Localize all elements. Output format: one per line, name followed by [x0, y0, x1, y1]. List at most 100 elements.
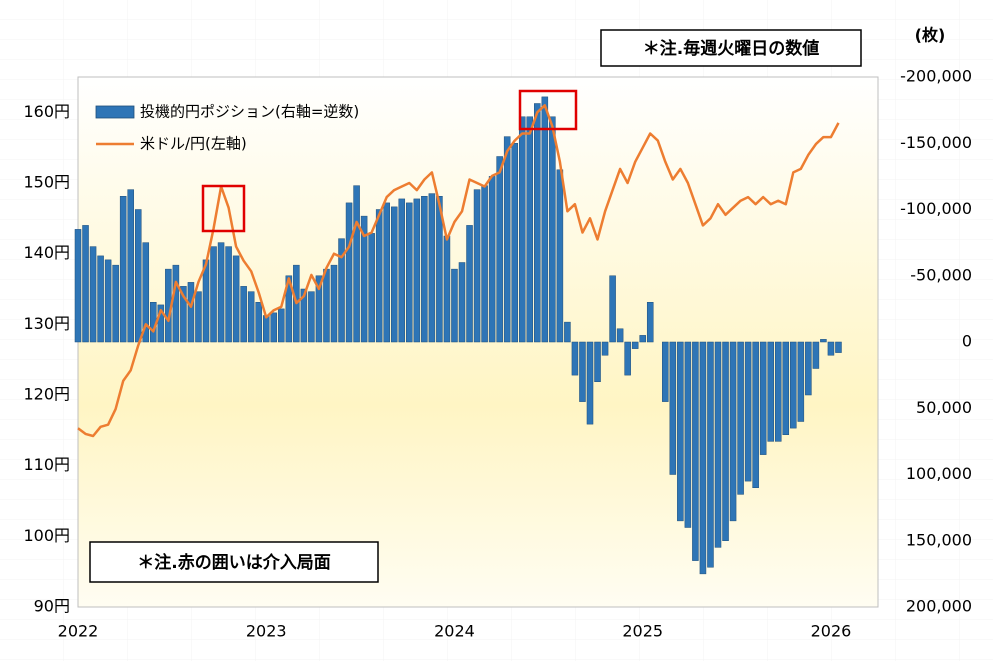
- bar: [624, 341, 631, 376]
- legend-swatch: [95, 105, 135, 119]
- x-tick-label: 2026: [811, 622, 852, 641]
- bar: [421, 196, 428, 343]
- intervention-box: [518, 89, 578, 131]
- bar: [375, 209, 383, 343]
- bar: [812, 341, 820, 369]
- bar: [631, 341, 639, 349]
- bar: [278, 308, 285, 343]
- y2-tick-label: 200,000: [906, 597, 972, 616]
- bar: [436, 196, 443, 343]
- bar: [97, 255, 104, 343]
- bar: [639, 335, 646, 343]
- bar: [330, 264, 338, 343]
- bar: [797, 341, 805, 422]
- bar: [526, 116, 534, 343]
- bar: [609, 275, 616, 343]
- bar: [180, 286, 187, 343]
- y2-tick-label: -150,000: [900, 133, 972, 152]
- bar: [345, 202, 353, 343]
- bar: [127, 189, 134, 343]
- legend-label: 米ドル/円(左軸): [140, 135, 247, 153]
- bar: [195, 291, 202, 343]
- bar: [564, 321, 571, 343]
- x-tick-label: 2023: [246, 622, 287, 641]
- legend-label: 投機的円ポジション(右軸=逆数): [140, 103, 359, 121]
- note-box: [600, 29, 862, 67]
- y2-tick-label: 0: [962, 332, 972, 351]
- bar: [790, 341, 797, 429]
- bar: [360, 215, 368, 343]
- x-tick-label: 2025: [622, 622, 663, 641]
- bar: [458, 262, 466, 343]
- bar: [240, 286, 247, 343]
- bar: [338, 238, 345, 343]
- bar: [684, 341, 692, 528]
- bar: [511, 143, 518, 343]
- bar: [315, 275, 323, 343]
- y2-tick-label: -50,000: [910, 265, 972, 284]
- bar: [669, 341, 677, 475]
- bar: [556, 169, 564, 343]
- bar: [262, 315, 270, 343]
- bar: [300, 288, 308, 343]
- bar: [646, 302, 654, 343]
- bar: [662, 341, 669, 402]
- y2-tick-label: 150,000: [906, 530, 972, 549]
- bar: [752, 341, 759, 488]
- y-tick-label: 110円: [23, 455, 70, 474]
- bar: [112, 264, 119, 343]
- y-tick-label: 140円: [23, 243, 70, 262]
- y2-axis-unit: (枚): [915, 26, 946, 45]
- bar: [383, 202, 390, 343]
- bar: [707, 341, 714, 568]
- y-tick-label: 90円: [34, 597, 70, 616]
- y-tick-label: 100円: [23, 526, 70, 545]
- bar: [774, 341, 782, 442]
- marks: [74, 96, 842, 575]
- intervention-box: [201, 184, 246, 233]
- bar: [451, 268, 458, 343]
- y2-tick-label: -100,000: [900, 199, 972, 218]
- bar: [210, 246, 217, 343]
- bar: [157, 304, 165, 343]
- bar: [443, 235, 451, 343]
- y2-tick-label: -200,000: [900, 67, 972, 86]
- bar: [398, 198, 406, 343]
- bar: [496, 156, 503, 343]
- bar: [737, 341, 744, 495]
- bar: [368, 233, 375, 343]
- bar: [142, 242, 150, 343]
- y2-tick-label: 50,000: [916, 398, 972, 417]
- y-tick-label: 120円: [23, 385, 70, 404]
- line: [77, 104, 840, 438]
- bar: [677, 341, 684, 522]
- y2-tick-label: 100,000: [906, 464, 972, 483]
- bar: [601, 341, 609, 356]
- bar: [187, 282, 195, 343]
- x-tick-label: 2022: [58, 622, 99, 641]
- bar: [270, 312, 278, 343]
- bar: [729, 341, 737, 522]
- bar: [82, 225, 89, 343]
- bar: [503, 136, 511, 343]
- bar: [74, 229, 82, 343]
- bar: [534, 103, 541, 343]
- bar: [172, 264, 180, 343]
- bar: [217, 242, 225, 343]
- bar: [89, 246, 97, 343]
- bar: [835, 341, 842, 353]
- bar: [767, 341, 774, 442]
- bar: [119, 196, 127, 343]
- y-tick-label: 150円: [23, 173, 70, 192]
- note-box: [89, 541, 379, 583]
- y-tick-label: 160円: [23, 102, 70, 121]
- bar: [134, 209, 142, 343]
- y-tick-label: 130円: [23, 314, 70, 333]
- bar: [255, 302, 262, 343]
- bar: [518, 116, 526, 343]
- bar: [579, 341, 586, 402]
- bar: [488, 176, 496, 343]
- bar: [549, 116, 556, 343]
- bar: [232, 255, 240, 343]
